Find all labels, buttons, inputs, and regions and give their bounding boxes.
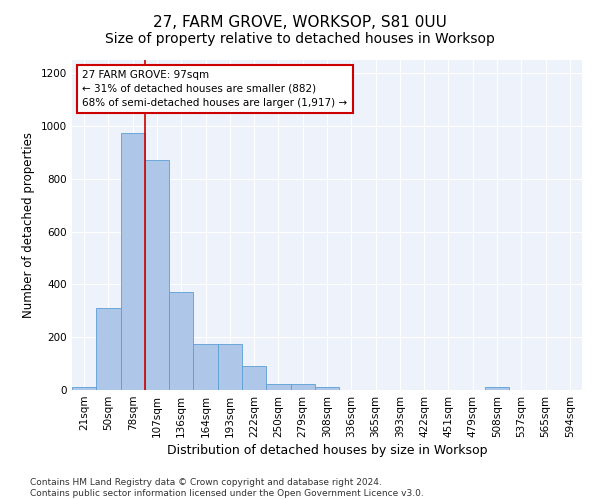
Bar [72, 388, 96, 390]
Bar [169, 292, 193, 390]
Bar [290, 384, 315, 390]
Text: 27 FARM GROVE: 97sqm
← 31% of detached houses are smaller (882)
68% of semi-deta: 27 FARM GROVE: 97sqm ← 31% of detached h… [82, 70, 347, 108]
X-axis label: Distribution of detached houses by size in Worksop: Distribution of detached houses by size … [167, 444, 487, 457]
Bar [242, 366, 266, 390]
Bar [96, 308, 121, 390]
Bar [485, 388, 509, 390]
Text: Contains HM Land Registry data © Crown copyright and database right 2024.
Contai: Contains HM Land Registry data © Crown c… [30, 478, 424, 498]
Bar [315, 388, 339, 390]
Y-axis label: Number of detached properties: Number of detached properties [22, 132, 35, 318]
Bar [218, 344, 242, 390]
Text: 27, FARM GROVE, WORKSOP, S81 0UU: 27, FARM GROVE, WORKSOP, S81 0UU [153, 15, 447, 30]
Bar [145, 160, 169, 390]
Text: Size of property relative to detached houses in Worksop: Size of property relative to detached ho… [105, 32, 495, 46]
Bar [193, 344, 218, 390]
Bar [266, 384, 290, 390]
Bar [121, 132, 145, 390]
